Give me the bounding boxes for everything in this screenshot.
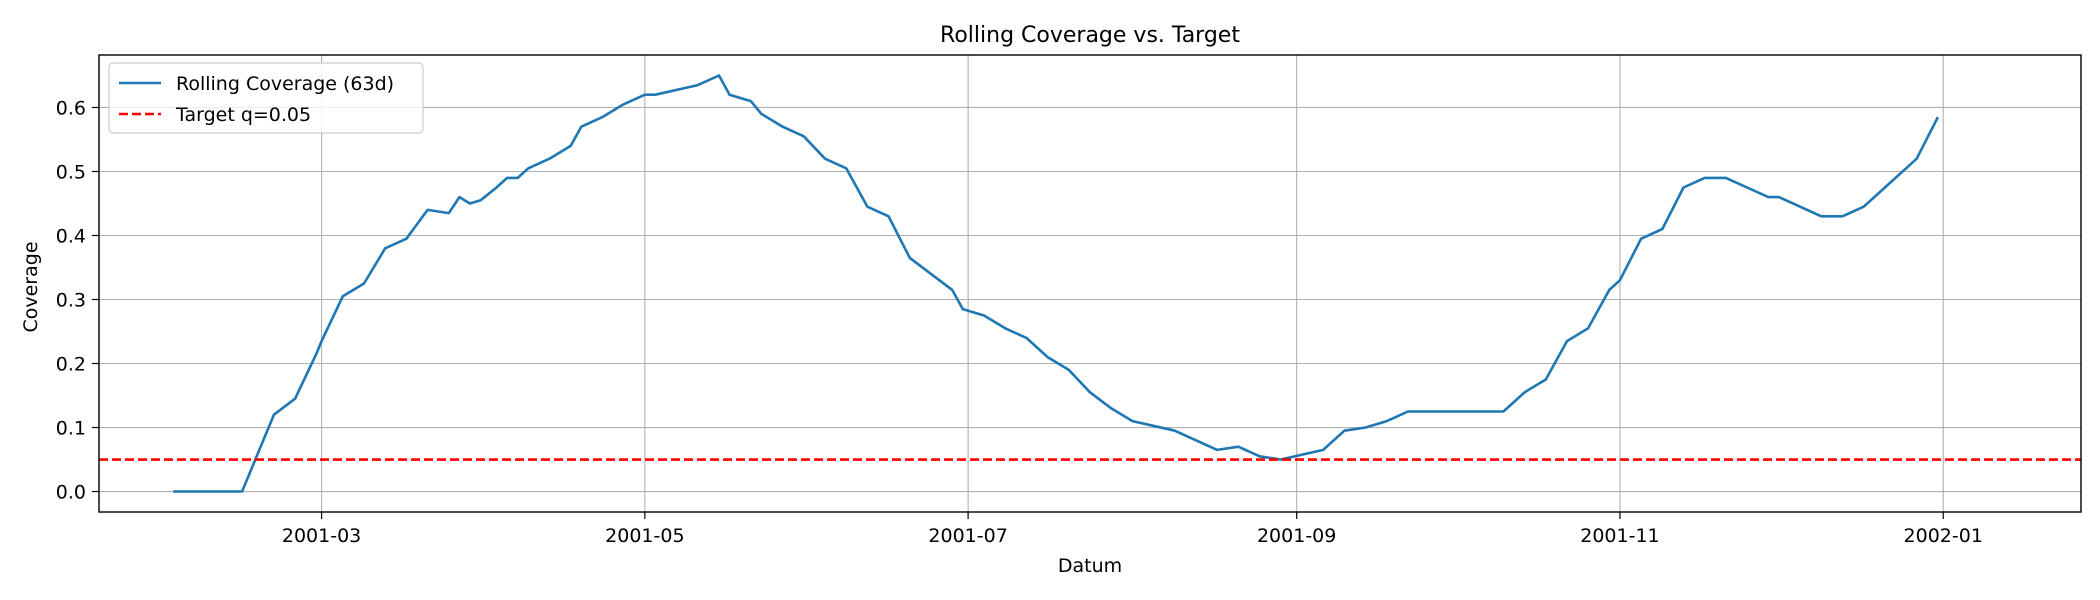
- x-tick-label: 2001-11: [1580, 525, 1659, 547]
- x-tick-label: 2001-07: [928, 525, 1007, 547]
- x-tick-label: 2001-03: [282, 525, 361, 547]
- chart-title: Rolling Coverage vs. Target: [940, 23, 1240, 48]
- y-tick-label: 0.4: [56, 225, 86, 247]
- x-tick-label: 2001-05: [605, 525, 684, 547]
- rolling-coverage-line: [173, 74, 1940, 493]
- series-layer: [99, 74, 2081, 493]
- legend-label-target: Target q=0.05: [175, 104, 311, 126]
- plot-frame: [98, 54, 2082, 513]
- legend-box: [108, 62, 424, 134]
- y-tick-label: 0.1: [56, 418, 86, 440]
- grid: [99, 55, 2081, 512]
- y-tick-label: 0.2: [56, 354, 86, 376]
- y-tick-label: 0.6: [56, 97, 86, 119]
- y-tick-label: 0.5: [56, 161, 86, 183]
- legend-label-coverage: Rolling Coverage (63d): [176, 73, 394, 95]
- ticks: 2001-03 2001-05 2001-07 2001-09 2001-11 2002-…: [56, 97, 1983, 547]
- legend: Rolling Coverage (63d) Target q=0.05: [108, 62, 424, 134]
- y-tick-label: 0.0: [56, 482, 86, 504]
- x-tick-label: 2001-09: [1257, 525, 1336, 547]
- y-axis-label: Coverage: [20, 241, 42, 332]
- y-tick-label: 0.3: [56, 290, 86, 312]
- x-tick-label: 2002-01: [1904, 525, 1983, 547]
- x-axis-label: Datum: [1058, 555, 1122, 577]
